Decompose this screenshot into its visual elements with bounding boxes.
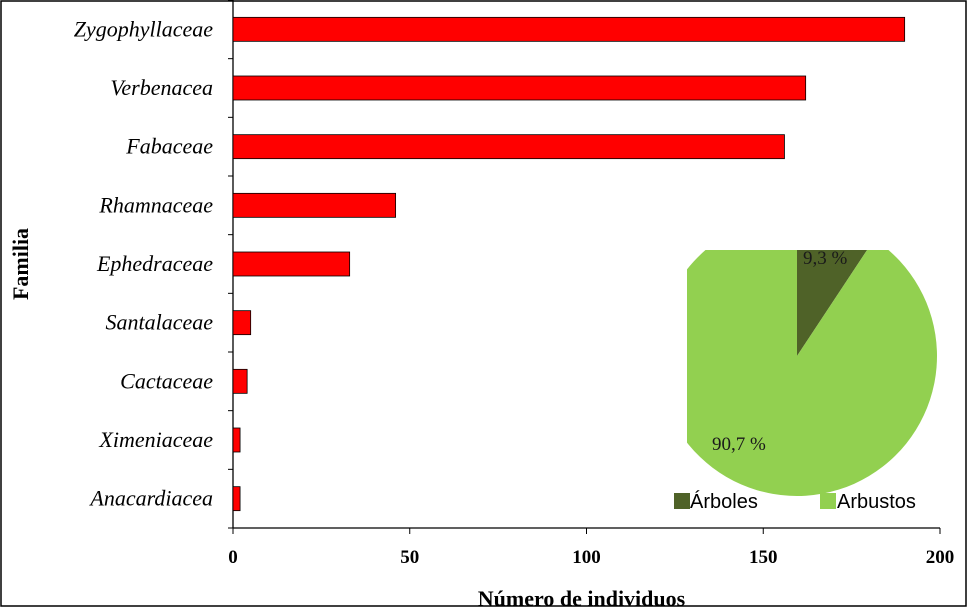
bar-rhamnaceae [232, 192, 397, 218]
legend-swatch-arbustos [820, 493, 836, 509]
pie-slice-arbustos [687, 250, 937, 496]
pie-slice-arboles [797, 250, 868, 356]
x-tick-label: 0 [228, 547, 238, 568]
category-label: Anacardiacea [88, 486, 213, 511]
bar-fabaceae [232, 134, 785, 160]
bar-ephedraceae [232, 251, 351, 277]
bar-verbenacea [232, 75, 807, 101]
category-label: Santalaceae [105, 310, 213, 335]
legend-label-arbustos: Arbustos [837, 491, 916, 513]
x-tick-label: 50 [400, 547, 419, 568]
category-label: Cactaceae [120, 368, 213, 393]
category-label: Fabaceae [125, 134, 213, 159]
x-tick-label: 200 [926, 547, 955, 568]
bar-santalaceae [232, 310, 252, 336]
pie-label-arbustos: 90,7 % [712, 434, 766, 455]
x-axis-title: Número de individuos [478, 586, 686, 608]
pie-label-arboles: 9,3 % [803, 248, 848, 269]
bar-ximeniaceae [232, 427, 241, 453]
x-tick-label: 100 [572, 547, 601, 568]
bar-anacardiacea [232, 486, 241, 512]
bar-cactaceae [232, 368, 248, 394]
legend-swatch-arboles [674, 493, 690, 509]
category-label: Zygophyllaceae [74, 16, 214, 41]
category-label: Ephedraceae [96, 251, 213, 276]
x-tick-label: 150 [749, 547, 778, 568]
y-axis-title: Familia [8, 228, 33, 300]
category-label: Ximeniaceae [98, 427, 213, 452]
category-label: Verbenacea [110, 75, 213, 100]
bar-zygophyllaceae [232, 16, 906, 42]
legend-label-arboles: Árboles [690, 490, 758, 513]
pie-slices [687, 250, 937, 496]
pie-chart: 9,3 % 90,7 % Árboles Arbustos [674, 248, 937, 513]
category-label: Rhamnaceae [98, 192, 213, 217]
bar-chart: Zygophyllaceae Verbenacea Fabaceae Rhamnace… [8, 0, 954, 608]
